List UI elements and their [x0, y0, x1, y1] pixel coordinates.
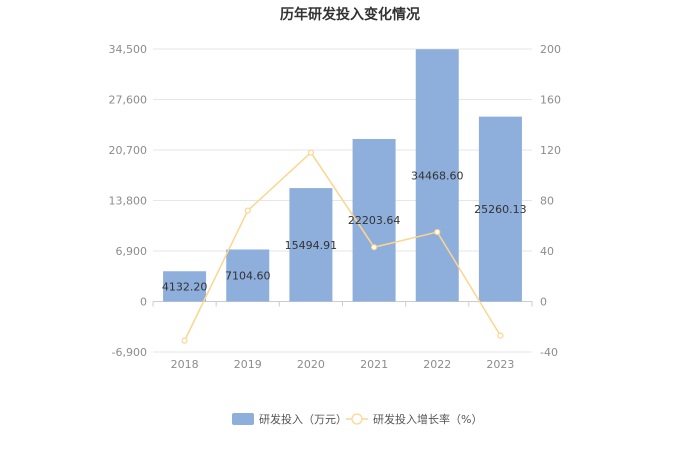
growth-rate-point — [497, 332, 504, 339]
bar — [289, 188, 333, 302]
bar — [163, 271, 207, 302]
growth-rate-point — [434, 228, 441, 236]
bar-data-label: 22203.64 — [348, 214, 401, 227]
right-axis-tick-label: 200 — [540, 43, 561, 56]
bar-data-label: 25260.13 — [474, 203, 527, 216]
growth-rate-point — [181, 337, 188, 344]
legend-label-line: 研发投入增长率（%） — [373, 412, 482, 426]
x-axis-tick-label: 2020 — [297, 358, 325, 371]
bar-data-label: 4132.20 — [162, 280, 208, 293]
chart-title: 历年研发投入变化情况 — [280, 7, 420, 23]
growth-rate-line — [183, 151, 502, 341]
right-axis-tick-label: 120 — [540, 144, 561, 157]
x-axis-tick-label: 2022 — [423, 358, 451, 371]
bar — [415, 49, 459, 302]
right-axis-tick-label: 160 — [540, 94, 561, 107]
bar — [226, 249, 270, 302]
bar — [478, 116, 522, 302]
right-axis-tick-label: 80 — [540, 195, 554, 208]
left-axis-tick-label: 6,900 — [116, 245, 148, 258]
left-axis-tick-label: 0 — [140, 296, 147, 309]
bar-data-label: 15494.91 — [285, 239, 338, 252]
left-axis-tick-label: 27,600 — [109, 94, 148, 107]
bar — [352, 138, 396, 302]
bar-data-label: 7104.60 — [225, 270, 271, 283]
legend-swatch-marker — [351, 413, 363, 425]
legend-label-bar: 研发投入（万元） — [259, 412, 347, 426]
growth-rate-point — [307, 149, 315, 156]
right-axis-tick-label: 0 — [540, 296, 547, 309]
growth-rate-point — [244, 207, 251, 214]
bar-data-label: 34468.60 — [411, 169, 464, 182]
left-axis-tick-label: 34,500 — [109, 43, 148, 56]
x-axis-tick-label: 2018 — [171, 358, 199, 371]
right-axis-tick-label: -40 — [540, 346, 558, 359]
left-axis-tick-label: 20,700 — [109, 144, 148, 157]
growth-rate-point — [370, 244, 378, 251]
left-axis-tick-label: 13,800 — [109, 195, 148, 208]
x-axis-tick-label: 2019 — [234, 358, 262, 371]
x-axis-tick-label: 2021 — [360, 358, 388, 371]
legend-swatch-bar — [232, 413, 254, 425]
left-axis-tick-label: -6,900 — [112, 346, 147, 359]
x-axis-tick-label: 2023 — [486, 358, 514, 371]
right-axis-tick-label: 40 — [540, 245, 554, 258]
